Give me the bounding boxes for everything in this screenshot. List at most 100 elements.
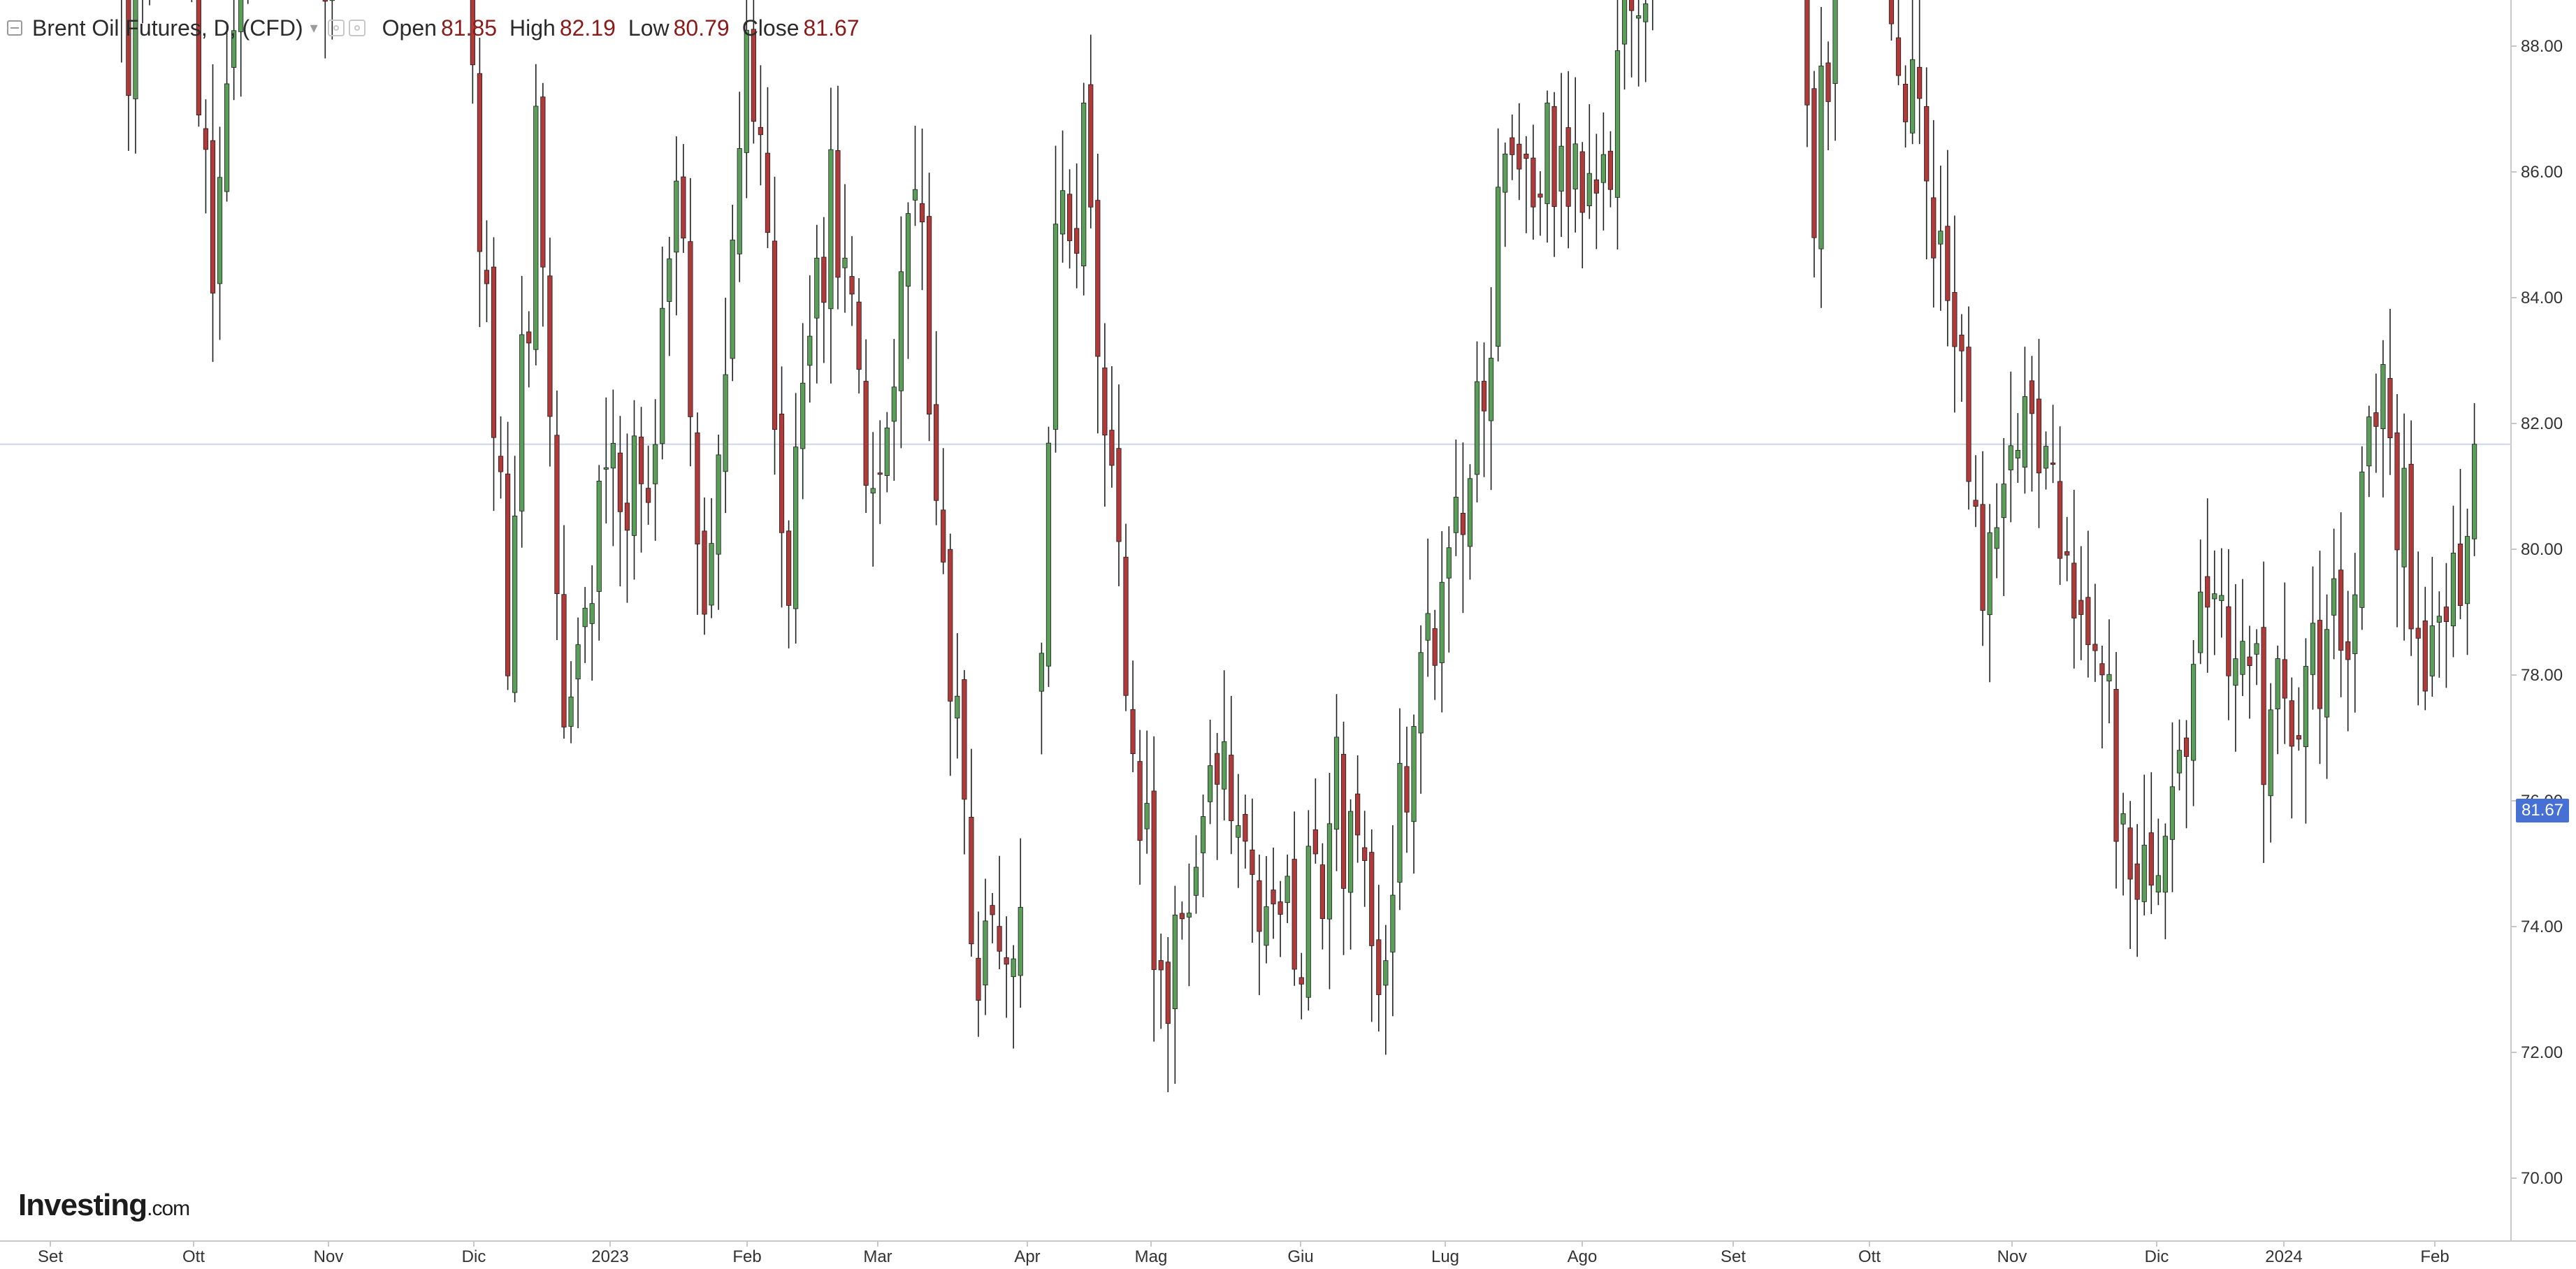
candle-body-up bbox=[1832, 0, 1838, 84]
candle-body-up bbox=[1488, 358, 1494, 421]
candle-body-down bbox=[526, 331, 532, 344]
candle-body-down bbox=[2457, 543, 2463, 607]
candle-body-down bbox=[2148, 832, 2154, 886]
candle-body-down bbox=[2247, 656, 2252, 667]
candle-body-up bbox=[2436, 616, 2442, 623]
candle-body-up bbox=[1333, 737, 1340, 830]
candle-body-up bbox=[2366, 416, 2372, 467]
candle-body-down bbox=[2387, 378, 2393, 438]
candle-body-up bbox=[1305, 846, 1311, 998]
candle-body-up bbox=[1818, 65, 1824, 249]
candle-body-up bbox=[2022, 396, 2027, 467]
candle-body-up bbox=[912, 189, 918, 201]
candle-body-up bbox=[1264, 906, 1269, 946]
y-tick-label: 80.00 bbox=[2521, 540, 2563, 559]
candle-body-down bbox=[484, 270, 490, 284]
candle-body-down bbox=[1130, 709, 1136, 754]
candle-body-up bbox=[1397, 762, 1403, 883]
candle-body-down bbox=[2036, 398, 2042, 474]
candle-body-up bbox=[224, 83, 230, 192]
candle-body-down bbox=[2289, 700, 2294, 747]
candle-body-up bbox=[807, 335, 813, 366]
candle-body-down bbox=[997, 926, 1002, 952]
candle-body-up bbox=[2162, 836, 2168, 893]
candle-body-down bbox=[1271, 890, 1276, 905]
candle-body-up bbox=[2401, 467, 2407, 567]
candle-body-down bbox=[1524, 153, 1529, 159]
candle-body-down bbox=[1579, 151, 1585, 213]
collapse-icon[interactable] bbox=[7, 20, 22, 36]
candle-body-up bbox=[217, 177, 223, 284]
candle-body-down bbox=[927, 216, 932, 415]
y-tick-label: 78.00 bbox=[2521, 666, 2563, 685]
candle-body-up bbox=[1496, 187, 1501, 347]
candle-body-up bbox=[2240, 641, 2245, 675]
candle-body-up bbox=[519, 334, 525, 512]
x-tick-label: Ott bbox=[182, 1247, 205, 1266]
candle-body-down bbox=[554, 435, 560, 594]
x-tick-label: Mar bbox=[863, 1247, 892, 1266]
candle-body-down bbox=[934, 404, 939, 501]
x-tick-label: Set bbox=[1721, 1247, 1746, 1266]
candle-body-down bbox=[1278, 901, 1283, 915]
candle-body-up bbox=[653, 444, 658, 484]
candle-body-down bbox=[1109, 430, 1115, 466]
candle-body-up bbox=[905, 213, 911, 287]
candle-body-down bbox=[2226, 606, 2231, 676]
candle-body-up bbox=[2106, 674, 2112, 681]
candle-body-down bbox=[2050, 463, 2056, 465]
candle-body-down bbox=[2134, 863, 2140, 900]
candle-body-down bbox=[758, 126, 763, 136]
open-value: 81.85 bbox=[440, 15, 498, 41]
candle-body-up bbox=[1938, 231, 1944, 245]
candle-body-down bbox=[1980, 504, 1985, 611]
candle-body-up bbox=[1186, 913, 1192, 918]
candle-body-down bbox=[1551, 106, 1557, 208]
candle-body-up bbox=[828, 149, 834, 310]
candle-body-down bbox=[638, 436, 644, 484]
candle-body-up bbox=[1503, 153, 1508, 193]
y-tick-label: 72.00 bbox=[2521, 1043, 2563, 1062]
candle-body-up bbox=[231, 30, 237, 68]
candle-body-down bbox=[470, 0, 475, 66]
candle-body-up bbox=[1467, 478, 1473, 547]
candle-body-down bbox=[196, 0, 202, 116]
candle-body-down bbox=[1312, 829, 1318, 855]
candle-body-up bbox=[716, 454, 721, 555]
candle-body-down bbox=[919, 203, 925, 223]
candle-body-down bbox=[779, 414, 785, 533]
candle-body-down bbox=[1537, 194, 1543, 198]
candle-body-down bbox=[1250, 849, 1255, 875]
candle-body-up bbox=[2359, 471, 2365, 608]
candle-body-down bbox=[498, 456, 504, 472]
candle-body-down bbox=[1888, 0, 1895, 24]
candle-body-up bbox=[2352, 594, 2358, 654]
candle-body-up bbox=[1383, 960, 1389, 986]
eye-icon[interactable] bbox=[327, 20, 345, 36]
candle-body-up bbox=[133, 0, 138, 99]
candle-body-up bbox=[793, 447, 799, 609]
chevron-down-icon[interactable]: ▾ bbox=[310, 19, 318, 36]
candle-body-up bbox=[2155, 875, 2161, 893]
candle-body-up bbox=[512, 516, 518, 693]
candle-body-down bbox=[2092, 644, 2098, 651]
candle-body-up bbox=[568, 696, 574, 727]
candle-body-up bbox=[1572, 143, 1578, 189]
candle-body-down bbox=[2261, 627, 2266, 785]
candle-body-down bbox=[681, 176, 686, 239]
candle-body-up bbox=[2176, 750, 2183, 774]
candle-body-up bbox=[2471, 444, 2477, 539]
candle-body-down bbox=[2057, 481, 2063, 559]
candle-body-up bbox=[1474, 381, 1480, 475]
candle-body-up bbox=[1600, 154, 1606, 183]
candle-body-up bbox=[2303, 666, 2308, 748]
candle-body-down bbox=[1355, 793, 1361, 836]
candle-body-down bbox=[203, 128, 209, 150]
high-label: High bbox=[509, 15, 556, 41]
candle-body-up bbox=[1418, 652, 1424, 734]
candle-body-up bbox=[2043, 446, 2049, 469]
candle-body-up bbox=[2015, 450, 2020, 458]
candle-body-down bbox=[2415, 628, 2421, 639]
settings-icon[interactable] bbox=[348, 20, 366, 36]
candle-body-down bbox=[1460, 513, 1466, 535]
